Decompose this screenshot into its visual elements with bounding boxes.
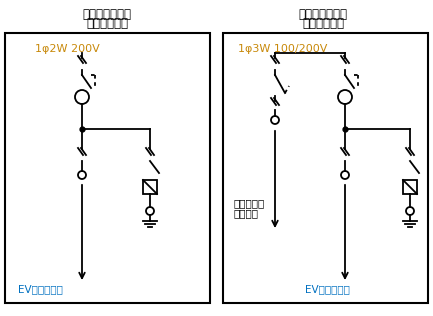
Bar — [403, 180, 417, 194]
Text: EV充電設備へ: EV充電設備へ — [305, 284, 350, 294]
Text: 1φ3W 100/200V: 1φ3W 100/200V — [238, 44, 327, 54]
Text: 「内部結線図」: 「内部結線図」 — [83, 8, 132, 21]
Text: 主開閉器あり: 主開閉器あり — [302, 17, 344, 30]
Bar — [143, 180, 157, 194]
Text: 「内部結線図」: 「内部結線図」 — [298, 8, 348, 21]
Text: 分電盤へ: 分電盤へ — [233, 208, 258, 218]
Text: 主開閉器なし: 主開閉器なし — [86, 17, 128, 30]
Text: EV充電設備へ: EV充電設備へ — [18, 284, 63, 294]
Bar — [5, 33, 210, 303]
Text: 1φ2W 200V: 1φ2W 200V — [35, 44, 100, 54]
Text: 既設ホーム: 既設ホーム — [233, 198, 264, 208]
Bar — [223, 33, 428, 303]
